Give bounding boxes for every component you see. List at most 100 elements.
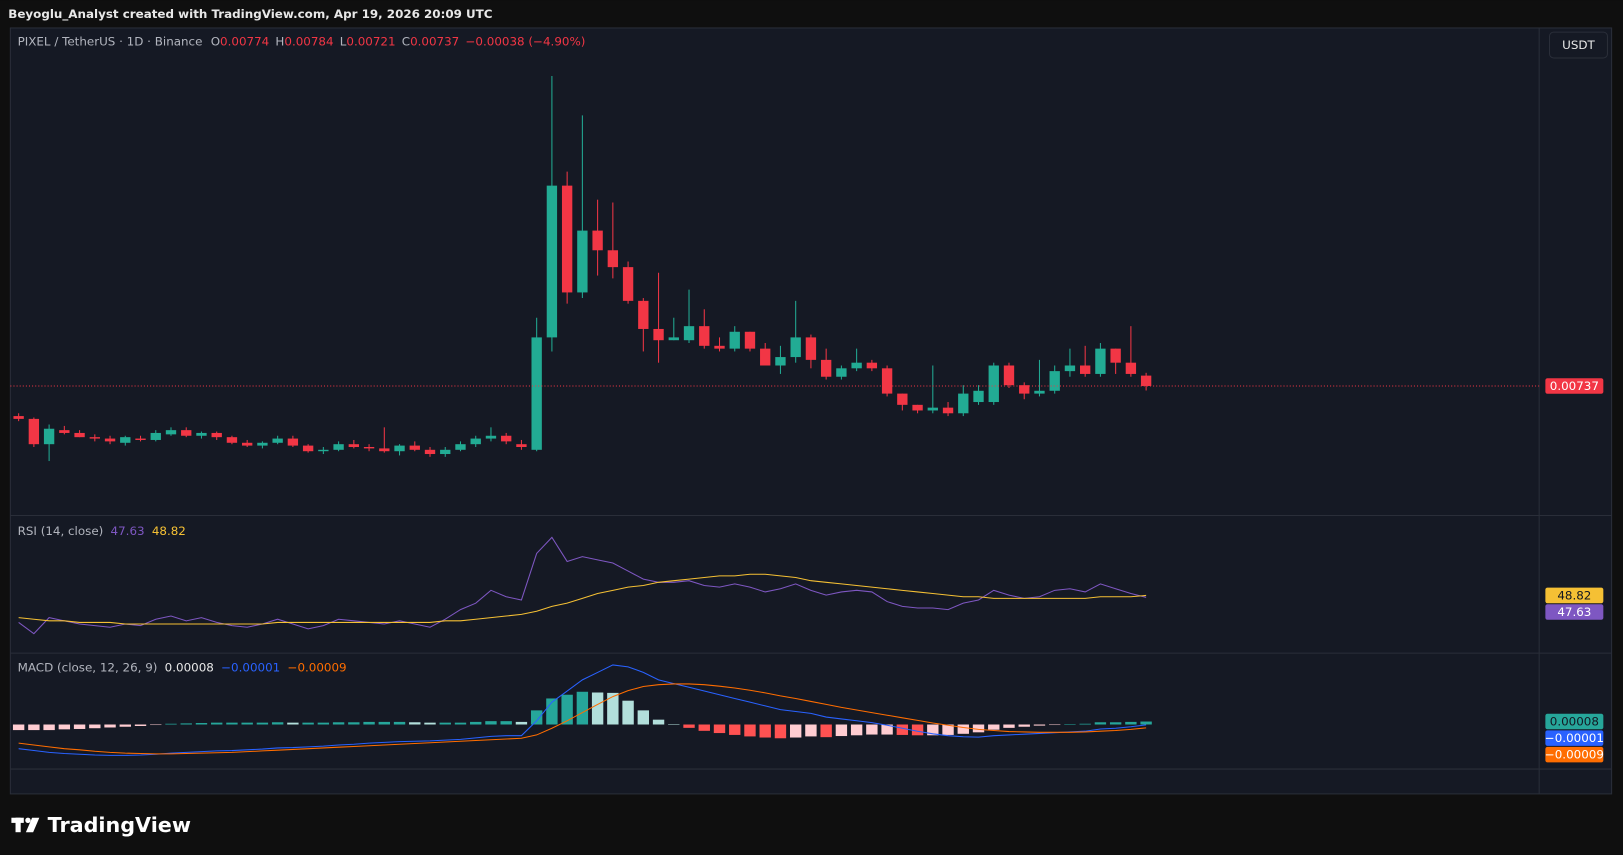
histogram-bar bbox=[637, 710, 650, 725]
candle-body bbox=[927, 407, 938, 411]
histogram-bar bbox=[805, 724, 817, 737]
histogram-bar bbox=[911, 724, 924, 736]
rsi-ma-value: 48.82 bbox=[152, 524, 186, 538]
histogram-bar bbox=[759, 724, 771, 738]
histogram-bar bbox=[393, 721, 406, 725]
candle-body bbox=[363, 446, 375, 449]
histogram-bar bbox=[1094, 722, 1107, 725]
histogram-bar bbox=[1003, 724, 1015, 728]
candle-body bbox=[866, 362, 878, 369]
candle-body bbox=[622, 267, 634, 301]
histogram-bar bbox=[576, 691, 589, 725]
candle-body bbox=[988, 365, 999, 403]
header-text: Beyoglu_Analyst created with TradingView… bbox=[8, 7, 492, 22]
histogram-bar bbox=[1109, 722, 1122, 725]
candle-body bbox=[379, 448, 390, 452]
candle-body bbox=[211, 432, 222, 438]
candle-body bbox=[851, 362, 862, 369]
candle-body bbox=[470, 438, 481, 445]
histogram-bar bbox=[1064, 724, 1076, 725]
histogram-bar bbox=[530, 710, 543, 725]
candle-body bbox=[226, 437, 238, 443]
candle-body bbox=[455, 444, 466, 450]
value-tag bbox=[1545, 378, 1604, 394]
candle-body bbox=[394, 445, 405, 452]
indicator-line bbox=[18, 683, 1147, 755]
histogram-bar bbox=[241, 722, 253, 725]
candle-body bbox=[561, 185, 573, 293]
histogram-bar bbox=[591, 692, 604, 725]
histogram-bar bbox=[988, 724, 1000, 730]
ohlc-value: 0.00784 bbox=[284, 34, 333, 48]
histogram-bar bbox=[43, 724, 55, 731]
histogram-bar bbox=[28, 724, 40, 731]
value-tag-label: 0.00008 bbox=[1550, 715, 1599, 729]
candle-body bbox=[409, 445, 420, 450]
histogram-bar bbox=[1079, 723, 1091, 725]
brand: TradingView bbox=[48, 813, 191, 837]
hist-value: 0.00008 bbox=[165, 660, 214, 674]
candle-body bbox=[592, 230, 603, 251]
candle-body bbox=[318, 449, 329, 452]
histogram-bar bbox=[744, 724, 756, 737]
histogram-bar bbox=[942, 724, 954, 735]
candle-body bbox=[440, 449, 451, 455]
indicator-line bbox=[18, 664, 1147, 756]
candle-body bbox=[897, 393, 908, 405]
candle-body bbox=[74, 432, 85, 438]
candle-body bbox=[607, 250, 619, 268]
candle-body bbox=[59, 430, 70, 433]
ohlc-label: O bbox=[211, 34, 220, 48]
histogram-bar bbox=[515, 721, 528, 725]
value-tag bbox=[1545, 713, 1604, 730]
candle-body bbox=[28, 418, 40, 445]
candle-body bbox=[638, 300, 649, 329]
histogram-bar bbox=[332, 722, 345, 725]
ohlc-value: 0.00774 bbox=[220, 34, 269, 48]
histogram-bar bbox=[287, 722, 299, 725]
logo-part bbox=[15, 817, 21, 833]
candle-body bbox=[287, 438, 299, 446]
candle-body bbox=[699, 326, 710, 346]
candle-body bbox=[1110, 348, 1121, 363]
macd-title: MACD (close, 12, 26, 9) bbox=[18, 660, 158, 674]
candle-body bbox=[104, 438, 116, 442]
histogram-bar bbox=[134, 724, 147, 726]
labels: 0.00737 48.82 47.63 0.00008 −0.00001 −0.00009 bbox=[1545, 378, 1604, 763]
candle-body bbox=[942, 407, 954, 414]
ohlc-label: L bbox=[340, 34, 347, 48]
candle-body bbox=[729, 331, 740, 349]
histogram-bar bbox=[256, 722, 269, 725]
histogram-bar bbox=[150, 724, 162, 726]
histogram-bar bbox=[622, 700, 634, 725]
histogram-bar bbox=[713, 724, 726, 734]
candle-body bbox=[577, 230, 588, 293]
candle-body bbox=[272, 438, 283, 443]
candle-body bbox=[485, 435, 497, 439]
currency-button[interactable] bbox=[1548, 31, 1608, 59]
histogram-bar bbox=[652, 719, 665, 725]
value-tag bbox=[1545, 730, 1604, 746]
candle-body bbox=[820, 359, 832, 377]
histogram-bar bbox=[58, 724, 71, 730]
currency[interactable]: USDT bbox=[1562, 38, 1595, 52]
candle-body bbox=[836, 368, 847, 377]
candle-body bbox=[1125, 362, 1137, 374]
histogram-bar bbox=[12, 724, 25, 731]
candle-body bbox=[790, 337, 801, 358]
rsi-title: RSI (14, close) bbox=[18, 524, 104, 538]
rsi-legend: RSI (14, close) 47.63 48.82 bbox=[18, 524, 186, 538]
histogram-bar bbox=[348, 722, 360, 725]
value-tag bbox=[1545, 587, 1604, 604]
value-tag-label: 47.63 bbox=[1557, 605, 1591, 619]
ohlc-label: H bbox=[275, 34, 284, 48]
histogram-bar bbox=[211, 722, 223, 725]
candle-body bbox=[881, 368, 893, 394]
rsi-value: 47.63 bbox=[111, 524, 145, 538]
histogram-bar bbox=[500, 721, 512, 725]
histogram-bar bbox=[881, 724, 893, 735]
candle-body bbox=[958, 393, 969, 414]
candle-body bbox=[181, 430, 192, 436]
histogram-bar bbox=[957, 724, 969, 734]
histogram-bar bbox=[180, 723, 192, 725]
